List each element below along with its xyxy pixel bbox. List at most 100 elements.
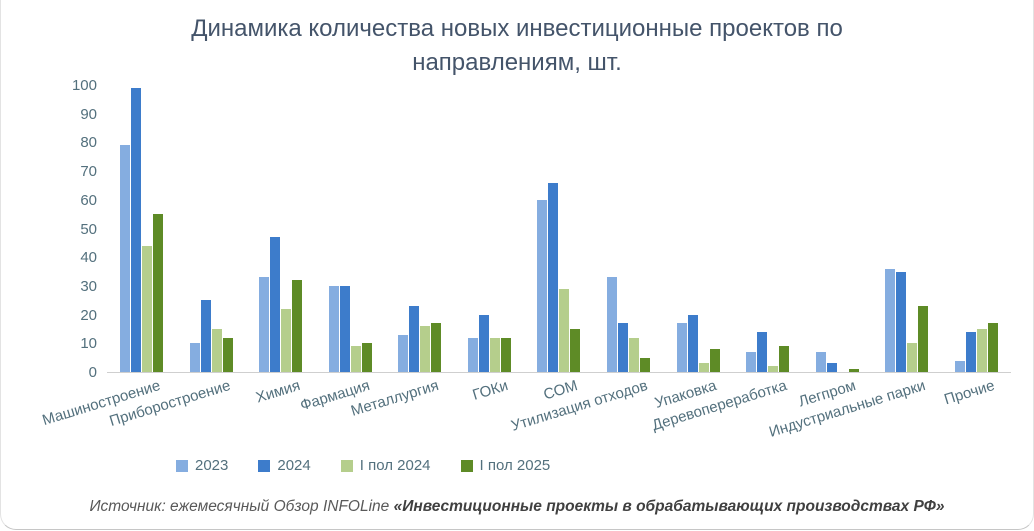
bar-2023 xyxy=(189,343,200,372)
bar-2023 xyxy=(328,286,339,372)
bar-2024 xyxy=(409,306,420,372)
bar-I-пол-2025 xyxy=(153,214,164,372)
bar-2024 xyxy=(131,88,142,372)
legend-item: 2023 xyxy=(176,457,228,474)
y-tick-label: 100 xyxy=(71,77,97,94)
bar-I-пол-2025 xyxy=(500,338,511,372)
bar-2024 xyxy=(617,323,628,372)
category-label: ГОКи xyxy=(470,377,511,404)
bar-2024 xyxy=(826,363,837,372)
category-group: Утилизация отходов xyxy=(509,85,664,435)
bar-2023 xyxy=(815,352,826,372)
bar-I-пол-2025 xyxy=(570,329,581,372)
bar-2023 xyxy=(606,277,617,372)
bar-I-пол-2024 xyxy=(142,246,153,372)
bar-2023 xyxy=(120,145,131,372)
bar-I-пол-2025 xyxy=(361,343,372,372)
category-group: Металлургия xyxy=(349,85,455,420)
bar-I-пол-2024 xyxy=(907,343,918,372)
bar-cluster xyxy=(954,323,998,372)
y-tick-label: 90 xyxy=(80,105,97,123)
bar-cluster xyxy=(537,183,581,372)
bar-I-пол-2024 xyxy=(768,366,779,372)
category-label: Утилизация отходов xyxy=(508,377,650,435)
bar-2024 xyxy=(200,300,211,372)
bar-2023 xyxy=(537,200,548,372)
bar-I-пол-2024 xyxy=(976,329,987,372)
y-tick-label: 20 xyxy=(80,306,97,324)
bar-I-пол-2024 xyxy=(628,338,639,372)
bar-I-пол-2025 xyxy=(987,323,998,372)
bar-2024 xyxy=(270,237,281,372)
bar-2023 xyxy=(398,335,409,372)
y-tick-label: 30 xyxy=(80,277,97,295)
legend-label: 2024 xyxy=(277,457,311,474)
legend-item: 2024 xyxy=(258,457,311,474)
bar-I-пол-2024 xyxy=(698,363,709,372)
bar-2024 xyxy=(339,286,350,372)
bar-cluster xyxy=(606,277,650,372)
bar-2024 xyxy=(548,183,559,372)
bar-cluster xyxy=(259,237,303,372)
bar-cluster xyxy=(676,315,720,372)
category-group: ГОКи xyxy=(455,85,525,404)
bar-2024 xyxy=(687,315,698,372)
plot-canvas: Машиностроение Приборостроение Химия Фармац… xyxy=(41,85,1011,441)
bar-2023 xyxy=(746,352,757,372)
y-tick-label: 0 xyxy=(88,364,97,381)
y-tick-label: 60 xyxy=(80,191,97,209)
legend-label: I пол 2024 xyxy=(359,457,431,474)
category-label: Химия xyxy=(253,377,302,407)
bar-2023 xyxy=(676,323,687,372)
legend-swatch xyxy=(176,459,188,472)
legend-swatch xyxy=(258,459,271,472)
legend-item: I пол 2024 xyxy=(340,457,431,474)
category-group: Приборостроение xyxy=(107,85,247,430)
bar-I-пол-2024 xyxy=(350,346,361,372)
bar-I-пол-2024 xyxy=(559,289,570,372)
bar-I-пол-2025 xyxy=(779,346,790,372)
bar-I-пол-2024 xyxy=(281,309,292,372)
legend-item: I пол 2025 xyxy=(460,457,551,474)
legend-label: I пол 2025 xyxy=(479,457,551,474)
source-note: Источник: ежемесячный Обзор INFOLine «Ин… xyxy=(1,498,1033,516)
bar-I-пол-2025 xyxy=(639,358,650,372)
bar-cluster xyxy=(885,269,929,372)
legend-swatch xyxy=(460,459,473,472)
legend: 2023 2024 I пол 2024 I пол 2025 xyxy=(176,457,550,474)
bar-I-пол-2025 xyxy=(709,349,720,372)
y-tick-label: 10 xyxy=(80,335,97,353)
bar-cluster xyxy=(120,88,164,372)
y-tick-label: 80 xyxy=(80,134,97,152)
bar-I-пол-2025 xyxy=(848,369,859,372)
y-axis: 0 10 20 30 40 50 60 70 80 90 100 xyxy=(53,78,97,380)
bar-cluster xyxy=(746,332,790,372)
bar-2023 xyxy=(259,277,270,372)
category-group: Деревопереработка xyxy=(650,85,803,434)
bar-2023 xyxy=(954,361,965,372)
category-label: Прочие xyxy=(942,377,998,409)
bar-cluster xyxy=(815,352,859,372)
chart-title: Динамика количества новых инвестиционные… xyxy=(191,15,843,76)
bar-2024 xyxy=(478,315,489,372)
bar-I-пол-2025 xyxy=(918,306,929,372)
source-prefix: Источник: ежемесячный Обзор INFOLine xyxy=(89,498,394,515)
category-group: Машиностроение xyxy=(41,85,177,429)
legend-label: 2023 xyxy=(195,457,229,474)
category-group: Химия xyxy=(246,85,316,406)
y-tick-label: 50 xyxy=(80,220,97,238)
category-group: Индустриальные парки xyxy=(767,85,942,441)
bar-cluster xyxy=(328,286,372,372)
bar-cluster xyxy=(189,300,233,372)
y-tick-label: 70 xyxy=(80,163,97,181)
plot-area: 0 10 20 30 40 50 60 70 80 90 100 Машиностроение При… xyxy=(1,78,1033,441)
bar-2023 xyxy=(467,338,478,372)
legend-swatch xyxy=(340,459,353,472)
category-group: Фармация xyxy=(298,85,386,414)
bar-I-пол-2025 xyxy=(292,280,303,372)
bar-2024 xyxy=(896,272,907,372)
category-group: Прочие xyxy=(941,85,1011,408)
source-bold: «Инвестиционные проекты в обрабатывающих… xyxy=(393,498,945,515)
bar-I-пол-2024 xyxy=(420,326,431,372)
